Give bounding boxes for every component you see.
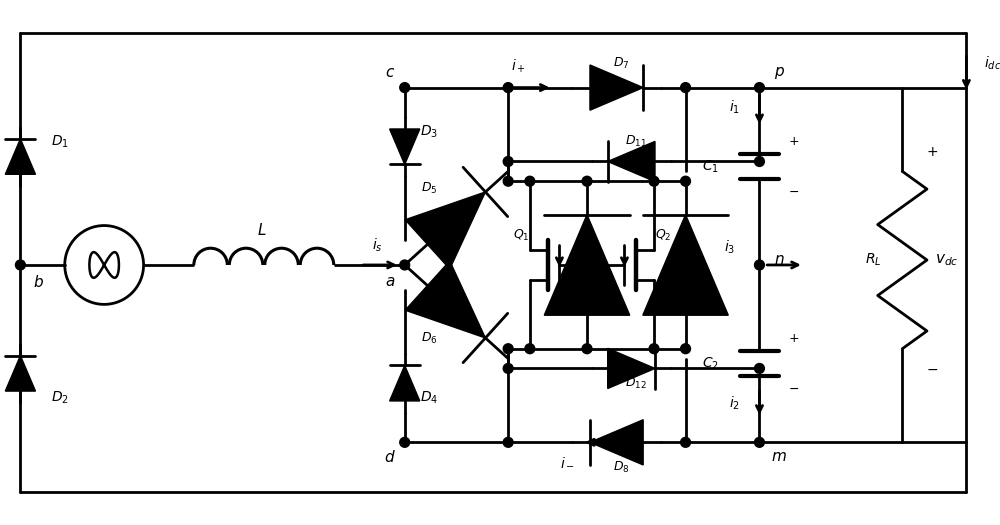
Polygon shape (390, 365, 420, 401)
Text: $p$: $p$ (774, 65, 785, 81)
Text: $Q_1$: $Q_1$ (513, 228, 529, 243)
Text: $d$: $d$ (384, 449, 396, 465)
Text: $-$: $-$ (788, 382, 800, 395)
Text: $-$: $-$ (926, 361, 938, 375)
Text: $D_9$: $D_9$ (598, 302, 615, 317)
Text: $b$: $b$ (33, 274, 44, 290)
Circle shape (681, 82, 690, 92)
Text: $D_{12}$: $D_{12}$ (625, 376, 647, 391)
Text: $D_{10}$: $D_{10}$ (699, 302, 721, 317)
Text: $D_3$: $D_3$ (420, 124, 438, 140)
Text: $i_{dc}$: $i_{dc}$ (984, 54, 1000, 71)
Circle shape (503, 437, 513, 447)
Text: $i_1$: $i_1$ (729, 99, 740, 116)
Text: $i_2$: $i_2$ (729, 394, 740, 412)
Circle shape (755, 363, 764, 373)
Circle shape (503, 156, 513, 166)
Text: $+$: $+$ (788, 332, 800, 345)
Circle shape (681, 344, 690, 354)
Circle shape (503, 82, 513, 92)
Polygon shape (405, 261, 485, 338)
Text: $D_5$: $D_5$ (421, 181, 438, 196)
Circle shape (582, 344, 592, 354)
Text: $-$: $-$ (788, 185, 800, 197)
Text: $C_1$: $C_1$ (702, 158, 719, 175)
Polygon shape (608, 348, 655, 388)
Polygon shape (590, 419, 643, 465)
Text: $D_2$: $D_2$ (51, 390, 69, 406)
Text: $+$: $+$ (926, 145, 938, 159)
Polygon shape (608, 141, 655, 182)
Polygon shape (590, 65, 643, 110)
Text: $i_+$: $i_+$ (511, 57, 525, 75)
Circle shape (503, 176, 513, 186)
Circle shape (400, 82, 410, 92)
Circle shape (400, 260, 410, 270)
Text: $D_6$: $D_6$ (421, 331, 438, 346)
Circle shape (582, 176, 592, 186)
Circle shape (755, 437, 764, 447)
Circle shape (649, 344, 659, 354)
Polygon shape (390, 129, 420, 164)
Text: $C_2$: $C_2$ (702, 355, 719, 372)
Text: $D_1$: $D_1$ (51, 133, 69, 150)
Circle shape (400, 437, 410, 447)
Circle shape (503, 363, 513, 373)
Circle shape (525, 176, 535, 186)
Polygon shape (643, 215, 728, 315)
Polygon shape (405, 192, 485, 269)
Text: $R_L$: $R_L$ (865, 252, 881, 268)
Text: $i_3$: $i_3$ (724, 238, 736, 256)
Text: $c$: $c$ (385, 66, 395, 80)
Text: $D_7$: $D_7$ (613, 56, 630, 70)
Circle shape (755, 260, 764, 270)
Text: $m$: $m$ (771, 450, 787, 464)
Text: $D_4$: $D_4$ (420, 390, 438, 406)
Text: $Q_2$: $Q_2$ (655, 228, 671, 243)
Circle shape (525, 344, 535, 354)
Text: $D_8$: $D_8$ (613, 459, 630, 475)
Text: $v_{dc}$: $v_{dc}$ (935, 252, 958, 268)
Circle shape (15, 260, 25, 270)
Text: $n$: $n$ (774, 253, 784, 267)
Polygon shape (5, 355, 35, 391)
Text: $+$: $+$ (788, 135, 800, 148)
Text: $i_s$: $i_s$ (372, 237, 382, 254)
Text: $a$: $a$ (385, 275, 395, 289)
Circle shape (755, 82, 764, 92)
Text: $i_-$: $i_-$ (560, 455, 575, 469)
Polygon shape (544, 215, 630, 315)
Circle shape (503, 344, 513, 354)
Text: $L$: $L$ (257, 223, 267, 238)
Circle shape (681, 176, 690, 186)
Circle shape (755, 156, 764, 166)
Circle shape (681, 437, 690, 447)
Circle shape (649, 176, 659, 186)
Polygon shape (5, 139, 35, 174)
Text: $D_{11}$: $D_{11}$ (625, 134, 647, 149)
